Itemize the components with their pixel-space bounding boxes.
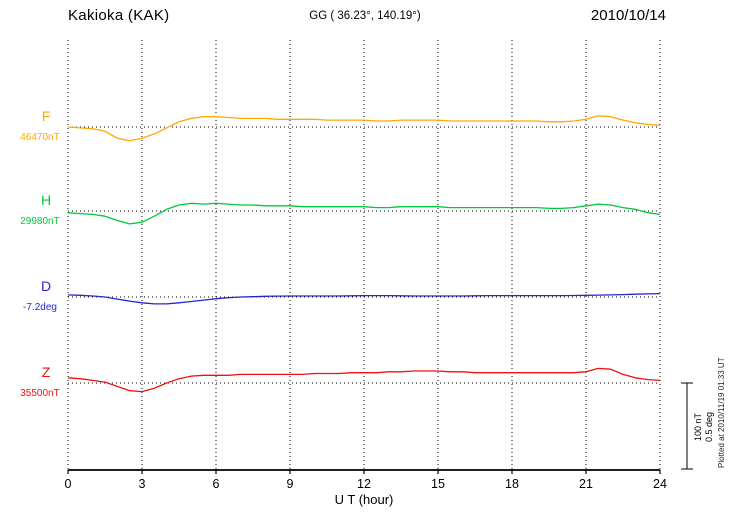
scale-bar-nt-label: 100 nT [693,412,703,441]
station-title: Kakioka (KAK) [68,7,170,24]
series-baseline-value-H: 29980nT [20,216,59,227]
scale-bar: 100 nT 0.5 deg [681,382,714,470]
plot-date: 2010/10/14 [590,7,666,24]
series-label-F: F [42,108,51,124]
trace-D [67,292,661,305]
x-tick-label: 0 [65,477,72,491]
x-tick-label: 3 [139,477,146,491]
series-baseline-value-D: -7.2deg [23,302,57,313]
x-tick-label: 21 [579,477,593,491]
series-label-D: D [41,278,51,294]
trace-Z [67,367,661,393]
x-tick-label: 15 [431,477,445,491]
series-baseline-value-F: 46470nT [20,132,59,143]
x-tick-label: 12 [357,477,371,491]
trace-F [67,115,661,142]
x-axis-label: U T (hour) [335,492,394,507]
plotted-at-note: Plotted at 2010/11/19 01:33 UT [717,357,726,468]
x-tick-label: 9 [287,477,294,491]
series-label-H: H [41,192,51,208]
scale-bar-deg-label: 0.5 deg [704,412,714,442]
series-label-Z: Z [42,364,51,380]
trace-H [67,202,661,225]
x-tick-label: 6 [213,477,220,491]
x-axis-ticks: 0 3 6 9 12 15 18 21 24 [65,470,667,491]
gridlines [67,40,661,470]
series-baseline-value-Z: 35500nT [20,388,59,399]
geographic-coordinates: GG ( 36.23°, 140.19°) [309,10,421,22]
x-tick-label: 24 [653,477,667,491]
x-tick-label: 18 [505,477,519,491]
